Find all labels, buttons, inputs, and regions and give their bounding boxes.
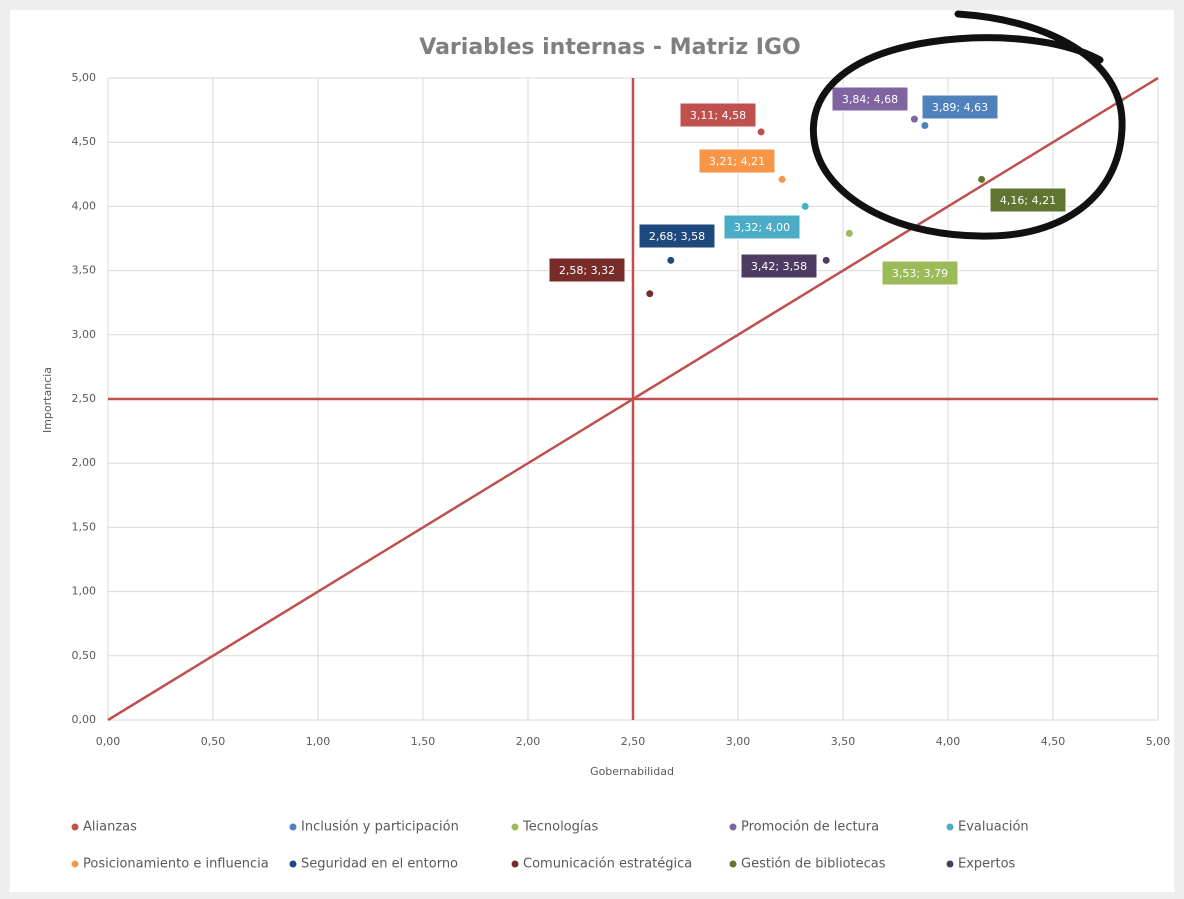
legend-marker: [729, 860, 737, 868]
y-tick-label: 1,50: [72, 520, 97, 533]
legend-marker: [729, 823, 737, 831]
legend-label: Alianzas: [83, 820, 137, 835]
legend: Alianzas Inclusión y participación Tecnolo…: [71, 820, 1029, 872]
y-tick-label: 4,50: [72, 135, 97, 148]
point: [921, 122, 929, 130]
label-box: [831, 86, 909, 112]
x-tick-label: 3,00: [726, 735, 751, 748]
legend-label: Promoción de lectura: [741, 820, 879, 835]
data-label: 3,84; 4,68: [842, 93, 898, 106]
legend-label: Tecnologías: [522, 820, 598, 835]
legend-marker: [71, 860, 79, 868]
label-box: [740, 253, 818, 279]
point: [757, 128, 765, 136]
point: [910, 115, 918, 123]
y-tick-label: 2,00: [72, 456, 97, 469]
points: 3,11; 4,58 3,89; 4,63 3,53; 3,79 3,84; 4,68…: [548, 86, 1067, 298]
x-tick-label: 2,50: [621, 735, 646, 748]
y-tick-label: 2,50: [72, 392, 97, 405]
legend-label: Comunicación estratégica: [523, 857, 692, 872]
data-label: 3,89; 4,63: [932, 101, 988, 114]
legend-label: Expertos: [958, 857, 1016, 872]
legend-label: Seguridad en el entorno: [301, 857, 458, 872]
y-tick-label: 0,50: [72, 649, 97, 662]
chart-background: [10, 10, 1174, 892]
x-axis-title: Gobernabilidad: [590, 765, 674, 778]
x-tick-label: 1,00: [306, 735, 331, 748]
reference-lines: [107, 76, 1159, 722]
data-label: 2,68; 3,58: [649, 230, 705, 243]
label-box: [989, 187, 1067, 213]
data-label: 3,53; 3,79: [892, 267, 948, 280]
label-box: [921, 94, 999, 120]
data-label: 3,32; 4,00: [734, 221, 790, 234]
x-tick-label: 3,50: [831, 735, 856, 748]
y-tick-label: 5,00: [72, 71, 97, 84]
label-box: [679, 102, 757, 128]
x-tick-label: 4,50: [1041, 735, 1066, 748]
x-tick-label: 5,00: [1146, 735, 1171, 748]
point: [667, 256, 675, 264]
legend-marker: [71, 823, 79, 831]
x-tick-label: 1,50: [411, 735, 436, 748]
x-tick-label: 0,50: [201, 735, 226, 748]
y-tick-label: 0,00: [72, 713, 97, 726]
legend-label: Inclusión y participación: [301, 820, 459, 835]
data-label: 3,21; 4,21: [709, 155, 765, 168]
label-box: [723, 214, 801, 240]
legend-marker: [946, 860, 954, 868]
legend-marker: [511, 860, 519, 868]
point: [778, 175, 786, 183]
point: [646, 290, 654, 298]
y-tick-label: 3,00: [72, 328, 97, 341]
label-box: [548, 257, 626, 283]
label-box: [881, 260, 959, 286]
legend-marker: [289, 823, 297, 831]
legend-marker: [511, 823, 519, 831]
x-tick-label: 2,00: [516, 735, 541, 748]
label-box: [698, 148, 776, 174]
y-tick-label: 3,50: [72, 264, 97, 277]
y-axis-title: Importancia: [41, 367, 54, 433]
point: [801, 202, 809, 210]
data-label: 3,11; 4,58: [690, 109, 746, 122]
x-tick-label: 4,00: [936, 735, 961, 748]
data-label: 2,58; 3,32: [559, 264, 615, 277]
legend-label: Evaluación: [958, 820, 1029, 835]
label-box: [638, 223, 716, 249]
y-tick-label: 4,00: [72, 199, 97, 212]
point: [822, 256, 830, 264]
data-label: 4,16; 4,21: [1000, 194, 1056, 207]
x-tick-label: 0,00: [96, 735, 121, 748]
chart-title: Variables internas - Matriz IGO: [419, 35, 800, 60]
annotation-circle: [809, 10, 1126, 240]
point: [978, 175, 986, 183]
point: [845, 229, 853, 237]
y-tick-label: 1,00: [72, 585, 97, 598]
legend-label: Posicionamiento e influencia: [83, 857, 269, 872]
data-label: 3,42; 3,58: [751, 260, 807, 273]
legend-marker: [289, 860, 297, 868]
legend-marker: [946, 823, 954, 831]
legend-label: Gestión de bibliotecas: [741, 857, 886, 872]
